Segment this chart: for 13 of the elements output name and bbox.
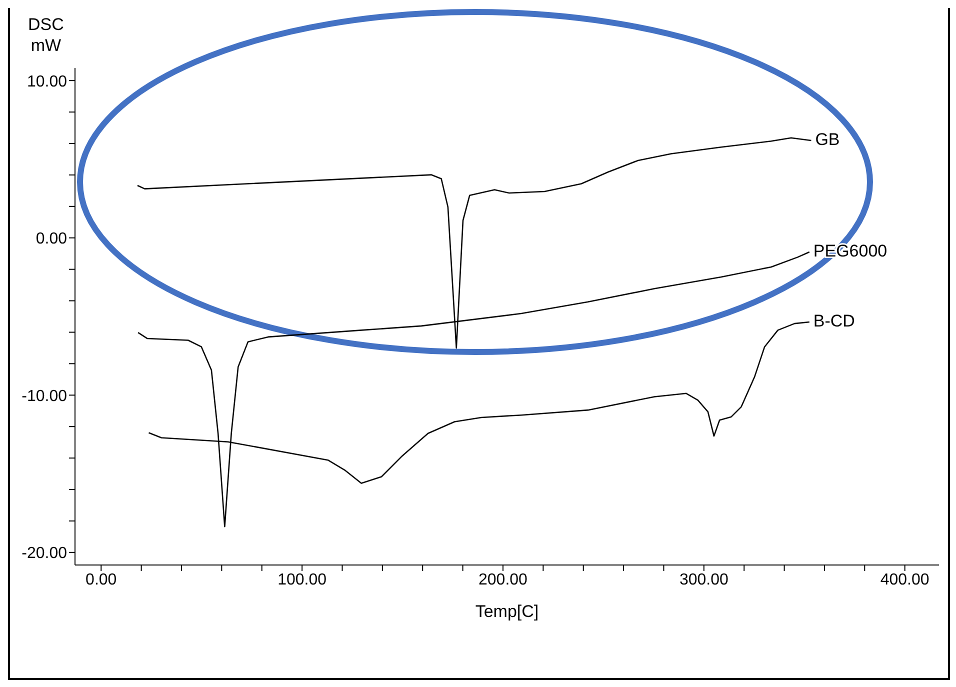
y-tick-label: -20.00 <box>22 545 68 562</box>
series-label: GB <box>815 130 840 149</box>
x-tick-label: 400.00 <box>880 571 930 588</box>
series-label: B-CD <box>813 311 855 330</box>
y-axis-title: DSC mW <box>28 14 64 56</box>
x-tick-label: 100.00 <box>278 571 327 588</box>
x-tick-label: 300.00 <box>679 571 728 588</box>
x-tick-label: 0.00 <box>86 571 117 588</box>
y-tick-label: -10.00 <box>22 388 68 405</box>
x-axis-title: Temp[C] <box>475 602 539 621</box>
x-tick-label: 200.00 <box>478 571 528 588</box>
y-tick-label: 0.00 <box>36 230 68 248</box>
y-tick-label: 10.00 <box>26 73 68 90</box>
